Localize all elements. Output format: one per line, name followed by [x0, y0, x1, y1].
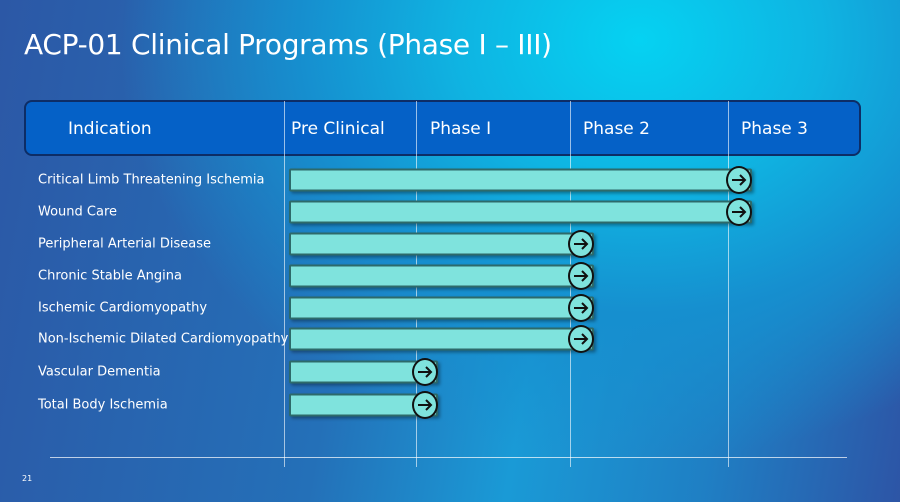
indication-label: Chronic Stable Angina — [38, 268, 182, 284]
progress-bar — [289, 296, 594, 320]
slide-title: ACP-01 Clinical Programs (Phase I – III) — [24, 28, 552, 61]
indication-label: Vascular Dementia — [38, 364, 161, 380]
indication-label: Non-Ischemic Dilated Cardiomyopathy — [38, 331, 289, 347]
column-divider — [728, 101, 729, 467]
indication-label: Critical Limb Threatening Ischemia — [38, 172, 265, 188]
header-col-phase-3: Phase 3 — [741, 119, 808, 139]
indication-label: Ischemic Cardiomyopathy — [38, 300, 208, 316]
progress-bar — [289, 200, 752, 224]
progress-bar — [289, 264, 594, 288]
table-header: Indication Pre Clinical Phase I Phase 2 Phas… — [24, 100, 861, 156]
arrow-right-icon — [726, 198, 752, 226]
indication-label: Wound Care — [38, 204, 118, 220]
progress-bar — [289, 327, 594, 351]
indication-label: Total Body Ischemia — [38, 397, 168, 413]
arrow-right-icon — [726, 166, 752, 194]
arrow-right-icon — [568, 230, 594, 258]
header-col-phase-2: Phase 2 — [583, 119, 650, 139]
column-divider — [284, 101, 285, 467]
header-col-pre-clinical: Pre Clinical — [291, 119, 385, 139]
indication-label: Peripheral Arterial Disease — [38, 236, 212, 252]
progress-bar — [289, 168, 752, 192]
arrow-right-icon — [568, 294, 594, 322]
baseline-divider — [50, 457, 847, 458]
page-number: 21 — [22, 474, 33, 483]
progress-bar — [289, 232, 594, 256]
arrow-right-icon — [412, 358, 438, 386]
arrow-right-icon — [568, 325, 594, 353]
arrow-right-icon — [412, 391, 438, 419]
header-col-indication: Indication — [68, 119, 152, 139]
header-col-phase-i: Phase I — [430, 119, 492, 139]
arrow-right-icon — [568, 262, 594, 290]
